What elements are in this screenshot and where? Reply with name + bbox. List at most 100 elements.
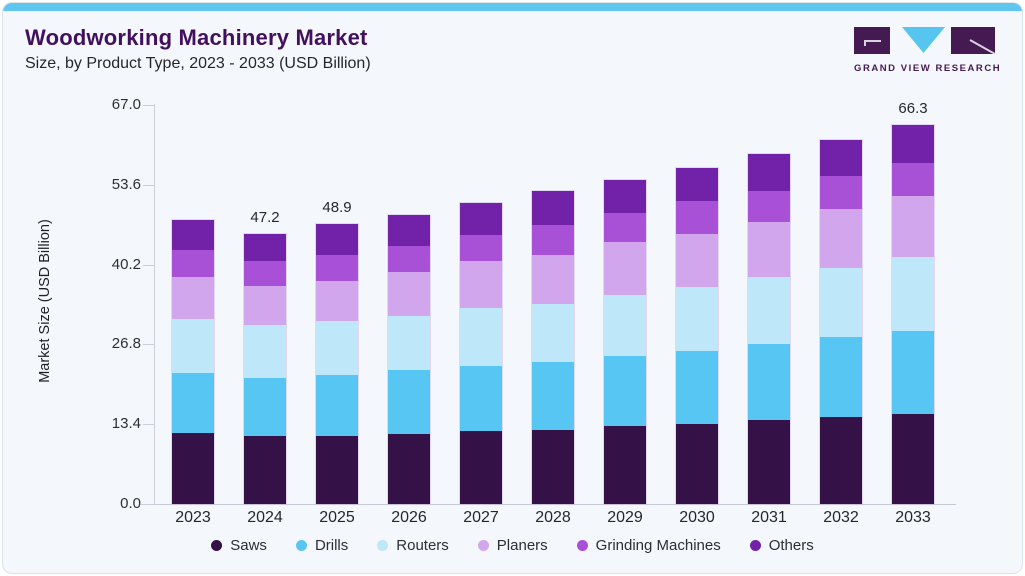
bar-segment-others-2029	[604, 179, 646, 214]
bar-segment-grinding-machines-2033	[892, 162, 934, 196]
bar-segment-planers-2028	[532, 254, 574, 304]
y-tick-label-13.4: 13.4	[111, 415, 141, 433]
bar-segment-drills-2026	[388, 370, 430, 434]
y-tick-mark-67.0	[143, 105, 154, 106]
bar-segment-routers-2031	[748, 276, 790, 345]
legend-dot-icon	[377, 540, 389, 551]
y-tick-mark-0.0	[143, 504, 154, 505]
bar-segment-routers-2029	[604, 294, 646, 356]
gvr-logo-text: GRAND VIEW RESEARCH	[854, 63, 1002, 74]
legend-label: Routers	[396, 537, 449, 554]
bar-segment-drills-2028	[532, 361, 574, 430]
bar-segment-others-2031	[748, 153, 790, 191]
legend-label: Planers	[496, 537, 548, 554]
bar-value-label-2025: 48.9	[322, 199, 352, 217]
bar-segment-grinding-machines-2031	[748, 190, 790, 222]
legend-label: Drills	[314, 537, 349, 554]
legend-dot-icon	[477, 540, 489, 551]
bar-segment-drills-2024	[244, 378, 286, 437]
legend-label: Others	[768, 537, 814, 554]
gvr-logo-icon	[854, 27, 996, 55]
page-title: Woodworking Machinery Market	[25, 25, 368, 50]
x-tick-label-2033: 2033	[895, 509, 931, 526]
bar-segment-others-2024	[244, 234, 286, 261]
bar-group-2023	[172, 220, 214, 504]
bar-group-2024	[244, 234, 286, 504]
legend-item-drills: Drills	[295, 537, 349, 554]
bar-segment-saws-2028	[532, 429, 574, 504]
bar-segment-others-2026	[388, 214, 430, 247]
x-tick-label-2031: 2031	[751, 509, 787, 526]
bar-segment-others-2027	[460, 203, 502, 235]
bar-segment-planers-2023	[172, 277, 214, 320]
bar-group-2031	[748, 153, 790, 504]
x-tick-label-2024: 2024	[247, 509, 283, 526]
bar-segment-drills-2025	[316, 374, 358, 436]
legend-item-planers: Planers	[477, 537, 548, 554]
y-tick-label-26.8: 26.8	[111, 335, 141, 353]
bar-segment-routers-2027	[460, 308, 502, 366]
bar-segment-drills-2027	[460, 365, 502, 432]
bar-segment-planers-2025	[316, 280, 358, 321]
bar-segment-grinding-machines-2026	[388, 246, 430, 273]
x-tick-label-2027: 2027	[463, 509, 499, 526]
y-axis-line	[154, 104, 155, 504]
bar-segment-planers-2030	[676, 234, 718, 288]
bar-segment-grinding-machines-2027	[460, 234, 502, 262]
x-tick-label-2030: 2030	[679, 509, 715, 526]
legend-item-others: Others	[749, 537, 814, 554]
card-accent-bar	[3, 3, 1022, 11]
bar-segment-routers-2032	[820, 267, 862, 337]
bar-segment-others-2023	[172, 220, 214, 251]
y-tick-mark-26.8	[143, 344, 154, 346]
bar-segment-others-2032	[820, 140, 862, 177]
bar-segment-saws-2031	[748, 420, 790, 504]
x-tick-label-2032: 2032	[823, 509, 859, 526]
bar-segment-grinding-machines-2030	[676, 200, 718, 234]
bar-segment-grinding-machines-2024	[244, 260, 286, 287]
bar-segment-others-2030	[676, 167, 718, 201]
bar-group-2028	[532, 191, 574, 504]
x-axis-line	[141, 504, 956, 505]
bar-segment-routers-2028	[532, 303, 574, 362]
bar-segment-saws-2026	[388, 433, 430, 504]
bar-segment-others-2025	[316, 224, 358, 256]
bar-segment-saws-2029	[604, 426, 646, 504]
y-tick-label-53.6: 53.6	[111, 175, 141, 193]
bar-segment-planers-2026	[388, 272, 430, 317]
bar-segment-planers-2029	[604, 242, 646, 295]
bar-value-label-2024: 47.2	[250, 209, 280, 227]
legend-dot-icon	[749, 540, 761, 551]
legend-label: Grinding Machines	[595, 537, 721, 554]
chart-legend: Saws Drills Routers Planers Grinding Machine…	[3, 537, 1022, 554]
bar-segment-others-2033	[892, 124, 934, 163]
bar-group-2029	[604, 179, 646, 504]
bar-segment-grinding-machines-2023	[172, 250, 214, 278]
bar-segment-routers-2023	[172, 319, 214, 373]
bar-group-2033	[892, 124, 934, 504]
x-tick-label-2025: 2025	[319, 509, 355, 526]
bar-segment-drills-2029	[604, 355, 646, 427]
gvr-logo: GRAND VIEW RESEARCH	[854, 27, 1002, 74]
bar-group-2026	[388, 214, 430, 504]
y-tick-mark-40.2	[143, 264, 154, 266]
bar-segment-routers-2024	[244, 324, 286, 379]
bar-segment-drills-2031	[748, 344, 790, 421]
y-tick-label-0.0: 0.0	[120, 495, 141, 512]
chart-header: Woodworking Machinery Market Size, by Pr…	[25, 25, 371, 73]
bar-segment-grinding-machines-2029	[604, 213, 646, 242]
bar-segment-routers-2026	[388, 316, 430, 371]
legend-item-routers: Routers	[377, 537, 449, 554]
bar-segment-saws-2033	[892, 413, 934, 504]
legend-dot-icon	[576, 540, 588, 551]
y-tick-label-40.2: 40.2	[111, 255, 141, 273]
bar-segment-grinding-machines-2028	[532, 225, 574, 255]
bar-segment-routers-2025	[316, 320, 358, 375]
bar-segment-routers-2033	[892, 257, 934, 331]
bar-segment-planers-2027	[460, 261, 502, 309]
bar-segment-saws-2030	[676, 423, 718, 504]
legend-item-grinding-machines: Grinding Machines	[576, 537, 721, 554]
bar-segment-routers-2030	[676, 287, 718, 351]
bar-segment-drills-2023	[172, 372, 214, 434]
